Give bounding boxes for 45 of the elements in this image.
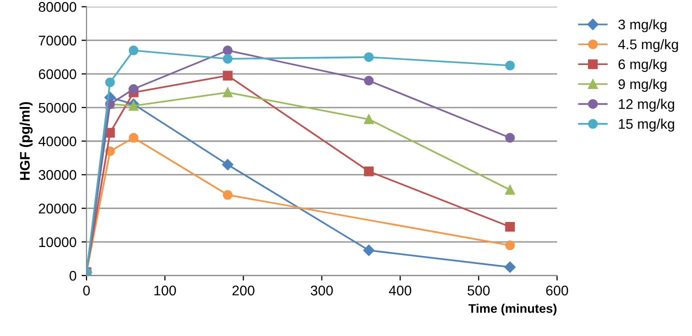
y-axis-title: HGF (pg/ml) (20, 102, 33, 180)
point (504, 262, 516, 273)
y-tick-label: 50000 (38, 102, 76, 113)
point (505, 222, 515, 232)
x-axis-title: Time (minutes) (468, 304, 556, 316)
point (364, 166, 374, 176)
x-tick-label: 400 (388, 286, 412, 296)
x-tick-label: 0 (83, 286, 90, 296)
point (222, 88, 233, 98)
point (364, 52, 374, 62)
point (364, 114, 374, 124)
y-tick-label: 20000 (38, 204, 76, 214)
legend-label: 9 mg/kg (618, 78, 666, 92)
y-tick-label: 40000 (38, 136, 76, 146)
point (222, 46, 233, 56)
point (505, 60, 515, 70)
point (222, 54, 233, 64)
point (364, 76, 374, 86)
legend-label: 15 mg/kg (618, 118, 674, 132)
x-tick-label: 500 (468, 286, 490, 296)
point (222, 159, 234, 170)
point (128, 46, 138, 56)
point (222, 190, 233, 200)
legend-label: 4.5 mg/kg (618, 39, 678, 52)
y-tick-label: 70000 (38, 36, 76, 46)
point (105, 77, 115, 88)
y-tick-label: 30000 (38, 170, 76, 180)
y-tick-label: 60000 (38, 69, 76, 80)
point (505, 240, 515, 250)
y-tick-label: 10000 (39, 237, 76, 248)
x-tick-label: 200 (232, 286, 254, 296)
legend-label: 3 mg/kg (618, 19, 666, 32)
point (505, 132, 515, 143)
point (222, 70, 233, 80)
x-tick-label: 300 (310, 286, 333, 296)
point (505, 184, 515, 195)
legend-label: 12 mg/kg (618, 98, 674, 112)
point (128, 84, 138, 94)
y-tick-label: 0 (70, 270, 76, 281)
point (128, 132, 138, 143)
y-tick-label: 80000 (38, 2, 76, 12)
x-tick-label: 600 (546, 286, 568, 296)
x-tick-label: 100 (154, 286, 176, 296)
point (363, 244, 374, 256)
legend-label: 6 mg/kg (618, 59, 666, 72)
